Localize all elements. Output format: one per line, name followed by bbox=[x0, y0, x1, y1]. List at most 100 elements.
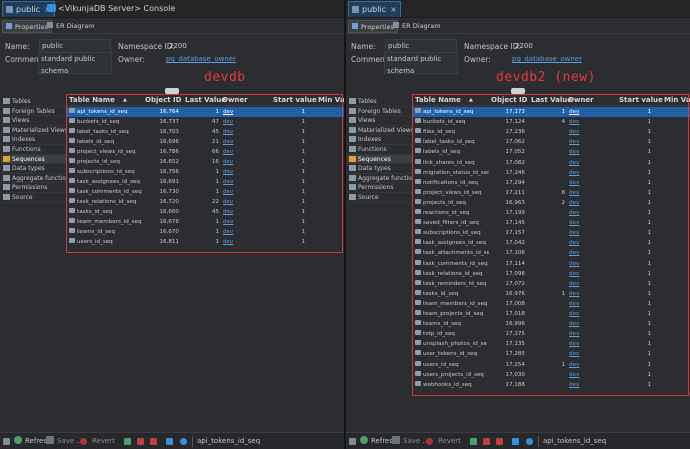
filter-icon[interactable] bbox=[166, 438, 173, 445]
column-header-start-value[interactable]: Start value bbox=[273, 96, 317, 104]
table-row[interactable]: task_comments_id_seq 17,114 dev 1 bbox=[413, 259, 690, 269]
owner-link[interactable]: dev bbox=[569, 189, 580, 196]
split-divider[interactable] bbox=[344, 0, 346, 449]
table-row[interactable]: link_shares_id_seq 17,082 dev 1 bbox=[413, 158, 690, 168]
table-row[interactable]: teams_id_seq 16,670 1 dev 1 bbox=[67, 227, 344, 237]
table-row[interactable]: teams_id_seq 16,996 dev 1 bbox=[413, 319, 690, 329]
owner-link[interactable]: dev bbox=[569, 351, 580, 358]
table-row[interactable]: task_reminders_id_seq 17,072 dev 1 bbox=[413, 279, 690, 289]
table-row[interactable]: team_members_id_seq 16,678 1 dev 1 bbox=[67, 217, 344, 227]
owner-link[interactable]: dev bbox=[223, 179, 234, 185]
table-row[interactable]: labels_id_seq 16,696 21 dev 1 bbox=[67, 137, 344, 147]
owner-link[interactable]: dev bbox=[569, 149, 580, 156]
comment-field[interactable]: standard public schema bbox=[384, 52, 458, 75]
table-row[interactable]: tasks_id_seq 16,660 45 dev 1 bbox=[67, 207, 344, 217]
table-row[interactable]: buckets_id_seq 16,737 47 dev 1 bbox=[67, 117, 344, 127]
table-row[interactable]: users_id_seq 17,254 1 dev 1 bbox=[413, 360, 690, 370]
delete-row-icon[interactable] bbox=[137, 438, 144, 445]
column-header-last-value[interactable]: Last Value bbox=[531, 96, 573, 104]
owner-link[interactable]: dev bbox=[569, 119, 580, 126]
delete-row-icon[interactable] bbox=[483, 438, 490, 445]
namespace-id-field[interactable]: 2200 bbox=[169, 42, 187, 50]
owner-link[interactable]: dev bbox=[569, 250, 580, 257]
column-header-owner[interactable]: Owner bbox=[222, 96, 248, 104]
owner-link[interactable]: dev bbox=[569, 371, 580, 378]
owner-link[interactable]: dev bbox=[569, 361, 580, 368]
table-row[interactable]: totp_id_seq 17,275 dev 1 bbox=[413, 329, 690, 339]
filter-icon[interactable] bbox=[512, 438, 519, 445]
owner-link[interactable]: pg_database_owner bbox=[166, 55, 236, 63]
column-header-last-value[interactable]: Last Value bbox=[185, 96, 227, 104]
save-button[interactable]: Save ... bbox=[46, 436, 83, 447]
table-row[interactable]: tasks_id_seq 16,976 1 dev 1 bbox=[413, 289, 690, 299]
column-header-start-value[interactable]: Start value bbox=[619, 96, 663, 104]
table-row[interactable]: webhooks_id_seq 17,188 dev 1 bbox=[413, 380, 690, 390]
nav-item-sequences[interactable]: Sequences bbox=[1, 154, 66, 165]
table-row[interactable]: subscriptions_id_seq 17,157 dev 1 bbox=[413, 228, 690, 238]
name-field[interactable]: public bbox=[39, 39, 111, 53]
nav-item-tables[interactable]: Tables bbox=[347, 97, 412, 107]
table-row[interactable]: team_projects_id_seq 17,018 dev 1 bbox=[413, 309, 690, 319]
table-row[interactable]: subscriptions_id_seq 16,756 1 dev 1 bbox=[67, 167, 344, 177]
revert-button[interactable]: Revert bbox=[92, 436, 115, 447]
nav-item-source[interactable]: Source bbox=[1, 193, 66, 203]
table-row[interactable]: saved_filters_id_seq 17,145 dev 1 bbox=[413, 218, 690, 228]
owner-link[interactable]: dev bbox=[569, 240, 580, 247]
table-row[interactable]: label_tasks_id_seq 16,703 45 dev 1 bbox=[67, 127, 344, 137]
owner-link[interactable]: dev bbox=[569, 199, 580, 206]
nav-item-indexes[interactable]: Indexes bbox=[1, 135, 66, 145]
owner-link[interactable]: dev bbox=[569, 300, 580, 307]
owner-link[interactable]: dev bbox=[223, 229, 234, 235]
table-row[interactable]: task_relations_id_seq 16,720 22 dev 1 bbox=[67, 197, 344, 207]
owner-link[interactable]: dev bbox=[569, 260, 580, 267]
name-field[interactable]: public bbox=[385, 39, 457, 53]
nav-item-functions[interactable]: Functions bbox=[1, 145, 66, 155]
tab-er-diagram[interactable]: ER Diagram bbox=[390, 20, 444, 33]
nav-item-aggregate-functions[interactable]: Aggregate functions bbox=[1, 174, 66, 184]
refresh-button[interactable]: Refresh bbox=[360, 436, 397, 447]
grid-toggle-icon[interactable] bbox=[349, 438, 356, 445]
owner-link[interactable]: pg_database_owner bbox=[512, 55, 582, 63]
close-tab-icon[interactable]: × bbox=[390, 5, 397, 14]
sort-ascending-icon[interactable]: ▲ bbox=[469, 97, 473, 103]
table-row[interactable]: project_views_id_seq 16,786 66 dev 1 bbox=[67, 147, 344, 157]
owner-link[interactable]: dev bbox=[569, 159, 580, 166]
table-row[interactable]: projects_id_seq 16,963 2 dev 1 bbox=[413, 198, 690, 208]
table-row[interactable]: unsplash_photos_id_se 17,135 dev 1 bbox=[413, 339, 690, 349]
owner-link[interactable]: dev bbox=[569, 220, 580, 227]
revert-button[interactable]: Revert bbox=[438, 436, 461, 447]
table-row[interactable]: notifications_id_seq 17,294 dev 1 bbox=[413, 178, 690, 188]
settings-icon[interactable] bbox=[526, 438, 533, 445]
column-header-object-id[interactable]: Object ID bbox=[145, 96, 182, 104]
owner-link[interactable]: dev bbox=[569, 169, 580, 176]
table-row[interactable]: users_projects_id_seq 17,030 dev 1 bbox=[413, 370, 690, 380]
nav-item-materialized-views[interactable]: Materialized Views bbox=[347, 126, 412, 136]
nav-item-views[interactable]: Views bbox=[347, 116, 412, 126]
owner-link[interactable]: dev bbox=[223, 139, 234, 145]
owner-link[interactable]: dev bbox=[569, 331, 580, 338]
column-header-object-id[interactable]: Object ID bbox=[491, 96, 528, 104]
nav-item-foreign-tables[interactable]: Foreign Tables bbox=[347, 107, 412, 117]
owner-link[interactable]: dev bbox=[569, 270, 580, 277]
table-row[interactable]: team_members_id_seq 17,008 dev 1 bbox=[413, 299, 690, 309]
nav-item-data-types[interactable]: Data types bbox=[347, 164, 412, 174]
owner-link[interactable]: dev bbox=[569, 139, 580, 146]
duplicate-row-icon[interactable] bbox=[496, 438, 503, 445]
nav-item-sequences[interactable]: Sequences bbox=[347, 154, 412, 165]
table-row[interactable]: buckets_id_seq 17,124 4 dev 1 bbox=[413, 117, 690, 127]
tab-console[interactable]: <VikunjaDB Server> Console bbox=[44, 1, 178, 17]
nav-item-aggregate-functions[interactable]: Aggregate functions bbox=[347, 174, 412, 184]
nav-item-foreign-tables[interactable]: Foreign Tables bbox=[1, 107, 66, 117]
owner-link[interactable]: dev bbox=[569, 381, 580, 388]
owner-link[interactable]: dev bbox=[223, 189, 234, 195]
owner-link[interactable]: dev bbox=[569, 341, 580, 348]
nav-item-permissions[interactable]: Permissions bbox=[1, 183, 66, 193]
table-row[interactable]: task_relations_id_seq 17,098 dev 1 bbox=[413, 269, 690, 279]
nav-item-materialized-views[interactable]: Materialized Views bbox=[1, 126, 66, 136]
column-header-min-val[interactable]: Min Val bbox=[664, 96, 690, 104]
column-header-min-val[interactable]: Min Val bbox=[318, 96, 344, 104]
column-header-table-name[interactable]: Table Name bbox=[69, 96, 115, 104]
table-row[interactable]: project_views_id_seq 17,211 8 dev 1 bbox=[413, 188, 690, 198]
owner-link[interactable]: dev bbox=[223, 219, 234, 225]
table-row[interactable]: users_id_seq 16,811 1 dev 1 bbox=[67, 237, 344, 247]
